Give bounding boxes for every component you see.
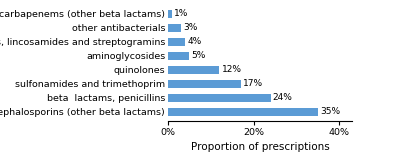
Bar: [168, 24, 181, 32]
Text: 3%: 3%: [183, 23, 197, 32]
Text: 5%: 5%: [192, 51, 206, 60]
Bar: [168, 66, 219, 74]
Bar: [168, 108, 318, 116]
Text: 12%: 12%: [222, 65, 242, 74]
Bar: [168, 80, 241, 88]
Text: 24%: 24%: [273, 93, 293, 102]
Text: 1%: 1%: [174, 9, 189, 18]
Bar: [168, 94, 271, 102]
X-axis label: Proportion of prescriptions: Proportion of prescriptions: [191, 142, 329, 152]
Bar: [168, 38, 185, 46]
Text: 17%: 17%: [243, 79, 263, 88]
Text: 35%: 35%: [320, 107, 340, 116]
Text: 4%: 4%: [187, 37, 202, 46]
Bar: [168, 10, 172, 18]
Bar: [168, 52, 189, 60]
